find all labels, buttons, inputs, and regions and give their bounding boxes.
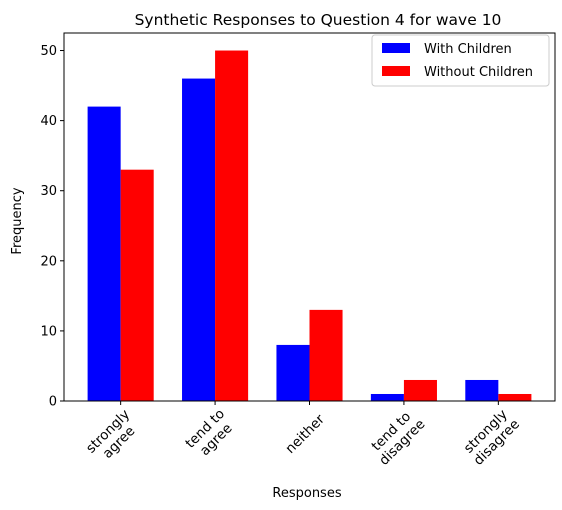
- y-tick-label: 40: [40, 114, 57, 129]
- legend: With Children Without Children: [371, 34, 550, 87]
- legend-box: [371, 34, 550, 87]
- y-tick-label: 20: [40, 254, 57, 269]
- bars-layer: [87, 50, 532, 402]
- x-category-label-line: neither: [282, 411, 328, 457]
- y-tick-label: 0: [49, 395, 57, 410]
- y-tick-label: 50: [40, 44, 57, 59]
- legend-swatch-without-children: [382, 66, 410, 76]
- bar-without-children-4: [498, 393, 532, 401]
- x-category-label: tend todisagree: [365, 405, 428, 468]
- bar-with-children-0: [87, 106, 121, 401]
- x-axis-label: Responses: [272, 486, 341, 501]
- bar-without-children-3: [403, 379, 437, 401]
- x-category-label: stronglydisagree: [460, 405, 523, 468]
- plot-frame: [63, 32, 556, 402]
- bar-with-children-2: [276, 344, 310, 401]
- chart-title: Synthetic Responses to Question 4 for wa…: [135, 11, 502, 29]
- legend-label-without-children: Without Children: [424, 65, 533, 80]
- y-tick-label: 10: [40, 324, 57, 339]
- bar-with-children-3: [370, 393, 404, 401]
- bar-without-children-2: [309, 309, 343, 401]
- bar-without-children-0: [120, 169, 154, 401]
- bar-without-children-1: [215, 50, 249, 402]
- x-category-label: stronglyagree: [83, 407, 144, 468]
- bar-with-children-1: [182, 78, 216, 402]
- legend-swatch-with-children: [382, 43, 410, 53]
- bar-with-children-4: [465, 379, 499, 401]
- x-axis-ticks: stronglyagree tend toagree neither tend tod…: [83, 401, 523, 469]
- y-axis-label: Frequency: [10, 187, 25, 254]
- x-category-label: neither: [282, 411, 328, 457]
- legend-label-with-children: With Children: [424, 42, 512, 57]
- x-category-label: tend toagree: [182, 406, 239, 463]
- y-tick-label: 30: [40, 184, 57, 199]
- y-axis-ticks: 0 10 20 30 40 50: [40, 44, 64, 410]
